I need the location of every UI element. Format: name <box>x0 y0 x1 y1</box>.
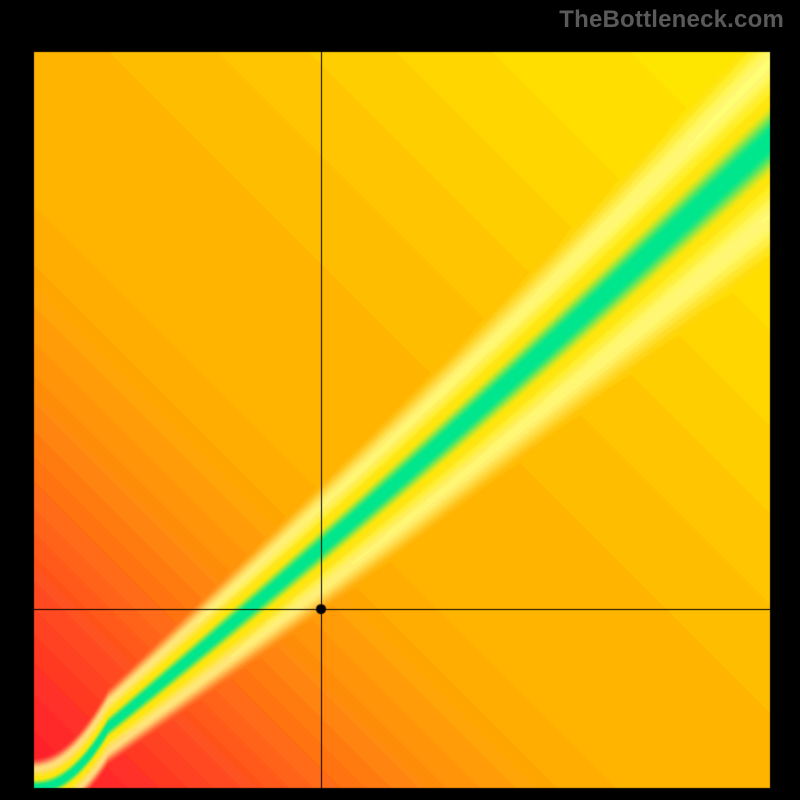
chart-container: TheBottleneck.com <box>0 0 800 800</box>
bottleneck-heatmap <box>22 40 782 800</box>
watermark-text: TheBottleneck.com <box>559 6 784 34</box>
